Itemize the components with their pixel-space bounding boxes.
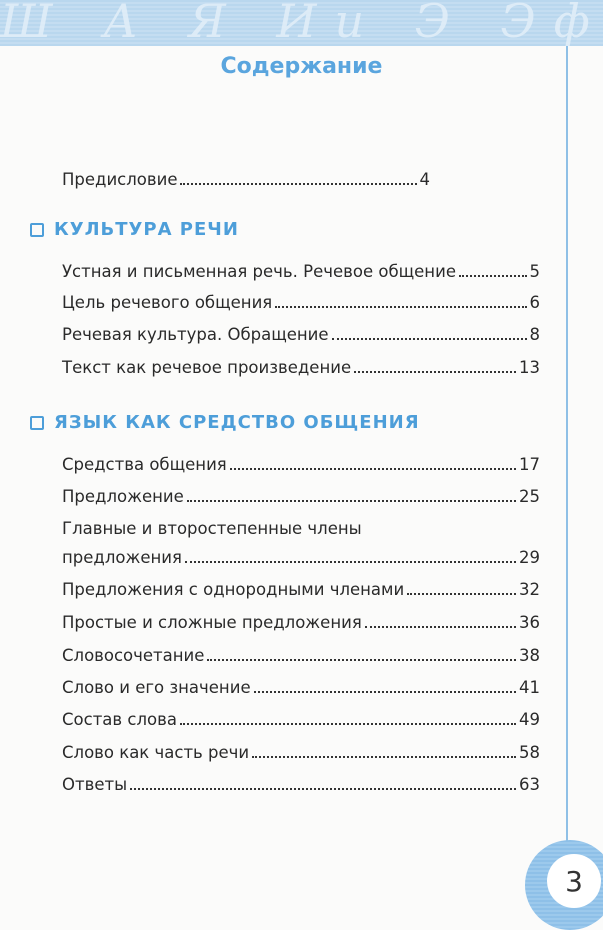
toc-entry-preface[interactable]: Предисловие 4 <box>62 170 430 190</box>
leader-dots <box>253 691 516 693</box>
entry-title: Предложение <box>62 487 184 506</box>
entry-page: 29 <box>519 548 540 567</box>
toc-entry[interactable]: Ответы 63 <box>62 775 540 795</box>
entry-page: 49 <box>519 710 540 729</box>
entry-page: 13 <box>519 358 540 377</box>
toc-entry[interactable]: Предложение 25 <box>62 487 540 507</box>
square-bullet-icon <box>30 222 44 237</box>
page-title: Содержание <box>220 54 383 79</box>
toc-entry[interactable]: Устная и письменная речь. Речевое общени… <box>62 262 540 282</box>
decorative-header-band: Ш А Я Ии Э Эф Ф хФи В <box>0 0 603 46</box>
entry-title: Речевая культура. Обращение <box>62 325 329 344</box>
page-number: 3 <box>547 854 601 908</box>
toc-entry[interactable]: Цель речевого общения 6 <box>62 293 540 313</box>
section-title: ЯЗЫК КАК СРЕДСТВО ОБЩЕНИЯ <box>54 412 420 433</box>
toc-entry[interactable]: Средства общения 17 <box>62 455 540 475</box>
toc-entry-continuation[interactable]: предложения 29 <box>62 548 540 568</box>
entry-page: 63 <box>519 775 540 794</box>
leader-dots <box>184 561 516 563</box>
toc-entry-multiline[interactable]: Главные и второстепенные члены <box>62 519 540 539</box>
toc-entry[interactable]: Текст как речевое произведение 13 <box>62 358 540 378</box>
entry-title: Цель речевого общения <box>62 293 273 312</box>
entry-page: 32 <box>519 580 540 599</box>
leader-dots <box>331 338 527 340</box>
page-number-badge: 3 <box>525 840 603 930</box>
entry-page: 58 <box>519 743 540 762</box>
leader-dots <box>207 659 516 661</box>
entry-page: 17 <box>519 455 540 474</box>
section-heading-2: ЯЗЫК КАК СРЕДСТВО ОБЩЕНИЯ <box>30 412 420 433</box>
toc-entry[interactable]: Простые и сложные предложения 36 <box>62 613 540 633</box>
entry-page: 25 <box>519 487 540 506</box>
toc-entry[interactable]: Слово и его значение 41 <box>62 678 540 698</box>
entry-title: Ответы <box>62 775 128 794</box>
entry-page: 5 <box>529 262 541 281</box>
leader-dots <box>354 371 516 373</box>
header-decor: Ш А Я Ии Э Эф Ф хФи В <box>0 0 603 46</box>
entry-title: Предложения с однородными членами <box>62 580 405 599</box>
entry-title: Главные и второстепенные члены <box>62 519 362 538</box>
leader-dots <box>275 306 527 308</box>
entry-page: 36 <box>519 613 540 632</box>
leader-dots <box>252 756 516 758</box>
entry-title: Предисловие <box>62 170 178 189</box>
entry-page: 4 <box>419 170 431 189</box>
entry-title: Слово и его значение <box>62 678 251 697</box>
toc-entry[interactable]: Состав слова 49 <box>62 710 540 730</box>
leader-dots <box>407 593 516 595</box>
square-bullet-icon <box>30 415 44 430</box>
entry-title: Текст как речевое произведение <box>62 358 352 377</box>
toc-entry[interactable]: Речевая культура. Обращение 8 <box>62 325 540 345</box>
leader-dots <box>364 626 516 628</box>
entry-title: Средства общения <box>62 455 227 474</box>
entry-title: Простые и сложные предложения <box>62 613 362 632</box>
entry-page: 38 <box>519 646 540 665</box>
leader-dots <box>179 723 516 725</box>
toc-entry[interactable]: Словосочетание 38 <box>62 646 540 666</box>
entry-page: 6 <box>529 293 541 312</box>
section-title: КУЛЬТУРА РЕЧИ <box>54 219 239 240</box>
margin-line <box>566 46 568 846</box>
entry-title: Слово как часть речи <box>62 743 250 762</box>
leader-dots <box>458 275 527 277</box>
entry-page: 8 <box>529 325 541 344</box>
entry-title: Словосочетание <box>62 646 205 665</box>
toc-entry[interactable]: Предложения с однородными членами 32 <box>62 580 540 600</box>
entry-title: Состав слова <box>62 710 177 729</box>
entry-title: Устная и письменная речь. Речевое общени… <box>62 262 456 281</box>
section-heading-1: КУЛЬТУРА РЕЧИ <box>30 219 239 240</box>
leader-dots <box>130 788 516 790</box>
entry-title-line2: предложения <box>62 548 182 567</box>
toc-entry[interactable]: Слово как часть речи 58 <box>62 743 540 763</box>
leader-dots <box>186 500 516 502</box>
leader-dots <box>229 468 516 470</box>
entry-page: 41 <box>519 678 540 697</box>
leader-dots <box>180 183 417 185</box>
